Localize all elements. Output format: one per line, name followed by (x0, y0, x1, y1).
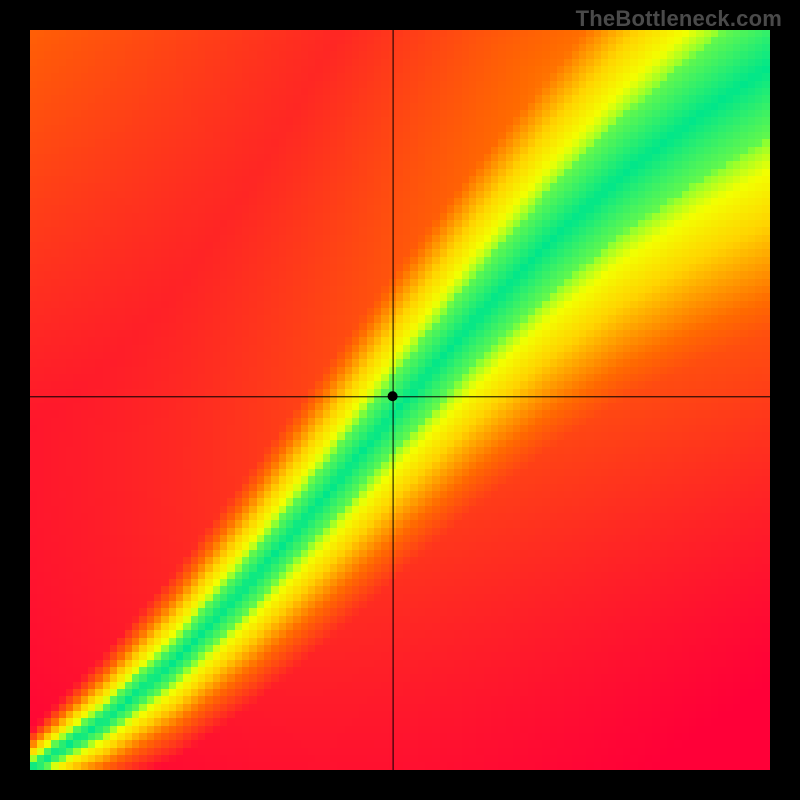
plot-area (30, 30, 770, 770)
chart-container: TheBottleneck.com (0, 0, 800, 800)
bottleneck-heatmap (30, 30, 770, 770)
watermark-text: TheBottleneck.com (576, 6, 782, 32)
